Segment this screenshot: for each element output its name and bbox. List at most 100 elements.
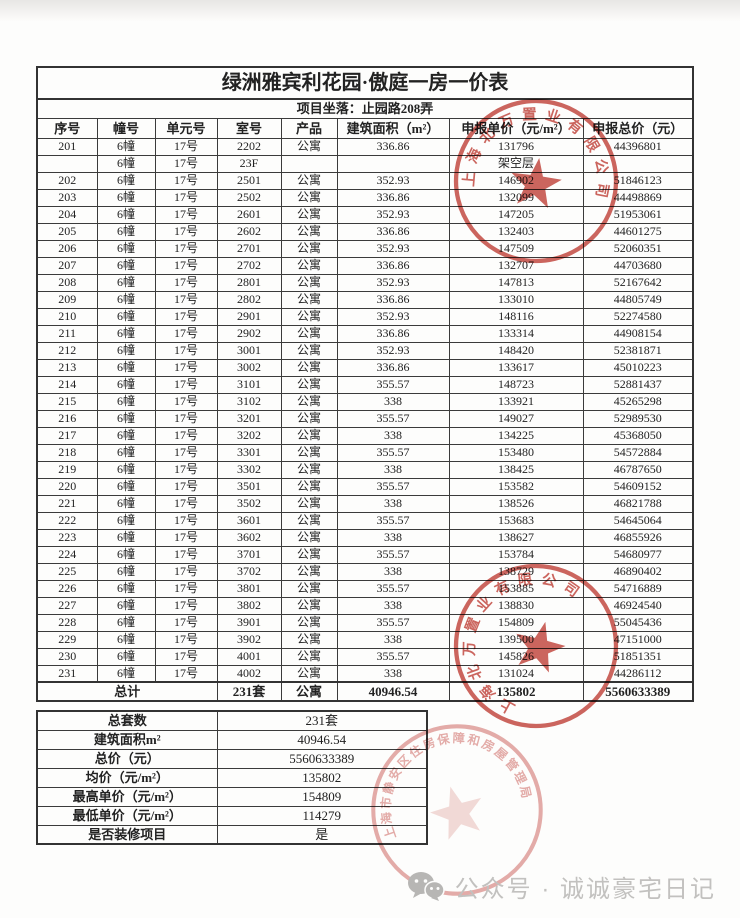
price-cell: 3202	[216, 426, 282, 445]
price-cell: 17号	[154, 579, 218, 598]
price-cell: 52381871	[582, 341, 694, 360]
price-cell: 公寓	[280, 613, 338, 632]
price-cell: 6幢	[96, 477, 156, 496]
price-cell: 6幢	[96, 596, 156, 615]
price-cell: 147813	[448, 273, 584, 292]
price-cell: 6幢	[96, 613, 156, 632]
price-cell: 6幢	[96, 256, 156, 275]
price-cell: 6幢	[96, 137, 156, 156]
price-cell: 44286112	[582, 664, 694, 683]
price-cell: 公寓	[280, 511, 338, 530]
price-row: 206 6幢 17号 2701 公寓 352.93 147509 52060351	[36, 239, 694, 258]
price-cell: 52989530	[582, 409, 694, 428]
summary-row: 最高单价（元/m²） 154809	[36, 786, 428, 807]
total-cell: 5560633389	[582, 681, 694, 702]
price-cell: 336.86	[336, 358, 450, 377]
price-cell: 139500	[448, 630, 584, 649]
price-cell: 6幢	[96, 222, 156, 241]
summary-row: 是否装修项目是	[36, 824, 428, 845]
price-cell: 17号	[154, 239, 218, 258]
column-header: 申报总价（元）	[582, 117, 694, 139]
price-cell: 3001	[216, 341, 282, 360]
summary-table: 总套数 231套 建筑面积m² 40946.54 总价（元） 5560633389 均价（元…	[36, 710, 428, 845]
price-cell: 338	[336, 562, 450, 581]
price-cell: 公寓	[280, 324, 338, 343]
price-row: 219 6幢 17号 3302 公寓 338 138425 46787650	[36, 460, 694, 479]
price-cell: 212	[36, 341, 98, 360]
summary-table-body: 总套数 231套 建筑面积m² 40946.54 总价（元） 5560633389 均价（元…	[36, 710, 428, 845]
price-row: 212 6幢 17号 3001 公寓 352.93 148420 52381871	[36, 341, 694, 360]
price-cell: 154809	[448, 613, 584, 632]
price-cell: 217	[36, 426, 98, 445]
price-cell: 23F	[216, 154, 282, 173]
price-cell: 2802	[216, 290, 282, 309]
price-cell: 6幢	[96, 409, 156, 428]
price-cell: 2202	[216, 137, 282, 156]
total-cell: 40946.54	[336, 681, 450, 702]
price-row: 229 6幢 17号 3902 公寓 338 139500 47151000	[36, 630, 694, 649]
summary-cell: 均价（元/m²）	[36, 767, 218, 788]
price-cell: 公寓	[280, 171, 338, 190]
price-cell: 221	[36, 494, 98, 513]
price-cell: 54609152	[582, 477, 694, 496]
price-cell: 17号	[154, 409, 218, 428]
price-cell: 架空层	[448, 154, 584, 173]
price-row: 222 6幢 17号 3601 公寓 355.57 153683 54645064	[36, 511, 694, 530]
price-cell: 138830	[448, 596, 584, 615]
price-cell	[336, 154, 450, 173]
price-cell: 6幢	[96, 545, 156, 564]
price-cell: 6幢	[96, 494, 156, 513]
price-cell: 352.93	[336, 273, 450, 292]
price-cell: 147509	[448, 239, 584, 258]
price-cell: 134225	[448, 426, 584, 445]
price-cell: 133617	[448, 358, 584, 377]
price-cell: 215	[36, 392, 98, 411]
price-cell: 3802	[216, 596, 282, 615]
price-cell: 44601275	[582, 222, 694, 241]
price-cell: 149027	[448, 409, 584, 428]
price-cell: 3602	[216, 528, 282, 547]
price-cell: 公寓	[280, 562, 338, 581]
price-cell: 138425	[448, 460, 584, 479]
price-cell: 公寓	[280, 256, 338, 275]
price-cell: 207	[36, 256, 98, 275]
price-cell: 3101	[216, 375, 282, 394]
price-cell: 2601	[216, 205, 282, 224]
price-cell: 147205	[448, 205, 584, 224]
total-row: 总计 231套 公寓 40946.54 135802 5560633389	[36, 681, 694, 702]
price-cell: 17号	[154, 205, 218, 224]
price-cell: 3201	[216, 409, 282, 428]
price-cell: 52060351	[582, 239, 694, 258]
price-cell: 4002	[216, 664, 282, 683]
price-cell: 17号	[154, 273, 218, 292]
price-cell: 17号	[154, 137, 218, 156]
column-header: 建筑面积（m²）	[336, 117, 450, 139]
price-row: 211 6幢 17号 2902 公寓 336.86 133314 44908154	[36, 324, 694, 343]
price-cell: 153480	[448, 443, 584, 462]
price-cell: 17号	[154, 188, 218, 207]
price-cell: 3701	[216, 545, 282, 564]
total-cell: 135802	[448, 681, 584, 702]
price-cell: 6幢	[96, 341, 156, 360]
price-cell: 6幢	[96, 426, 156, 445]
price-row: 228 6幢 17号 3901 公寓 355.57 154809 55045436	[36, 613, 694, 632]
summary-row: 均价（元/m²） 135802	[36, 767, 428, 788]
price-cell: 46787650	[582, 460, 694, 479]
price-cell: 131024	[448, 664, 584, 683]
price-row: 216 6幢 17号 3201 公寓 355.57 149027 52989530	[36, 409, 694, 428]
price-cell: 17号	[154, 290, 218, 309]
price-cell: 51953061	[582, 205, 694, 224]
price-cell: 138526	[448, 494, 584, 513]
price-cell: 46821788	[582, 494, 694, 513]
price-cell: 51846123	[582, 171, 694, 190]
price-cell: 146902	[448, 171, 584, 190]
price-cell: 6幢	[96, 324, 156, 343]
price-cell: 352.93	[336, 307, 450, 326]
price-row: 218 6幢 17号 3301 公寓 355.57 153480 54572884	[36, 443, 694, 462]
price-cell: 6幢	[96, 205, 156, 224]
price-cell: 公寓	[280, 239, 338, 258]
price-cell: 226	[36, 579, 98, 598]
price-cell: 51851351	[582, 647, 694, 666]
price-cell: 公寓	[280, 443, 338, 462]
